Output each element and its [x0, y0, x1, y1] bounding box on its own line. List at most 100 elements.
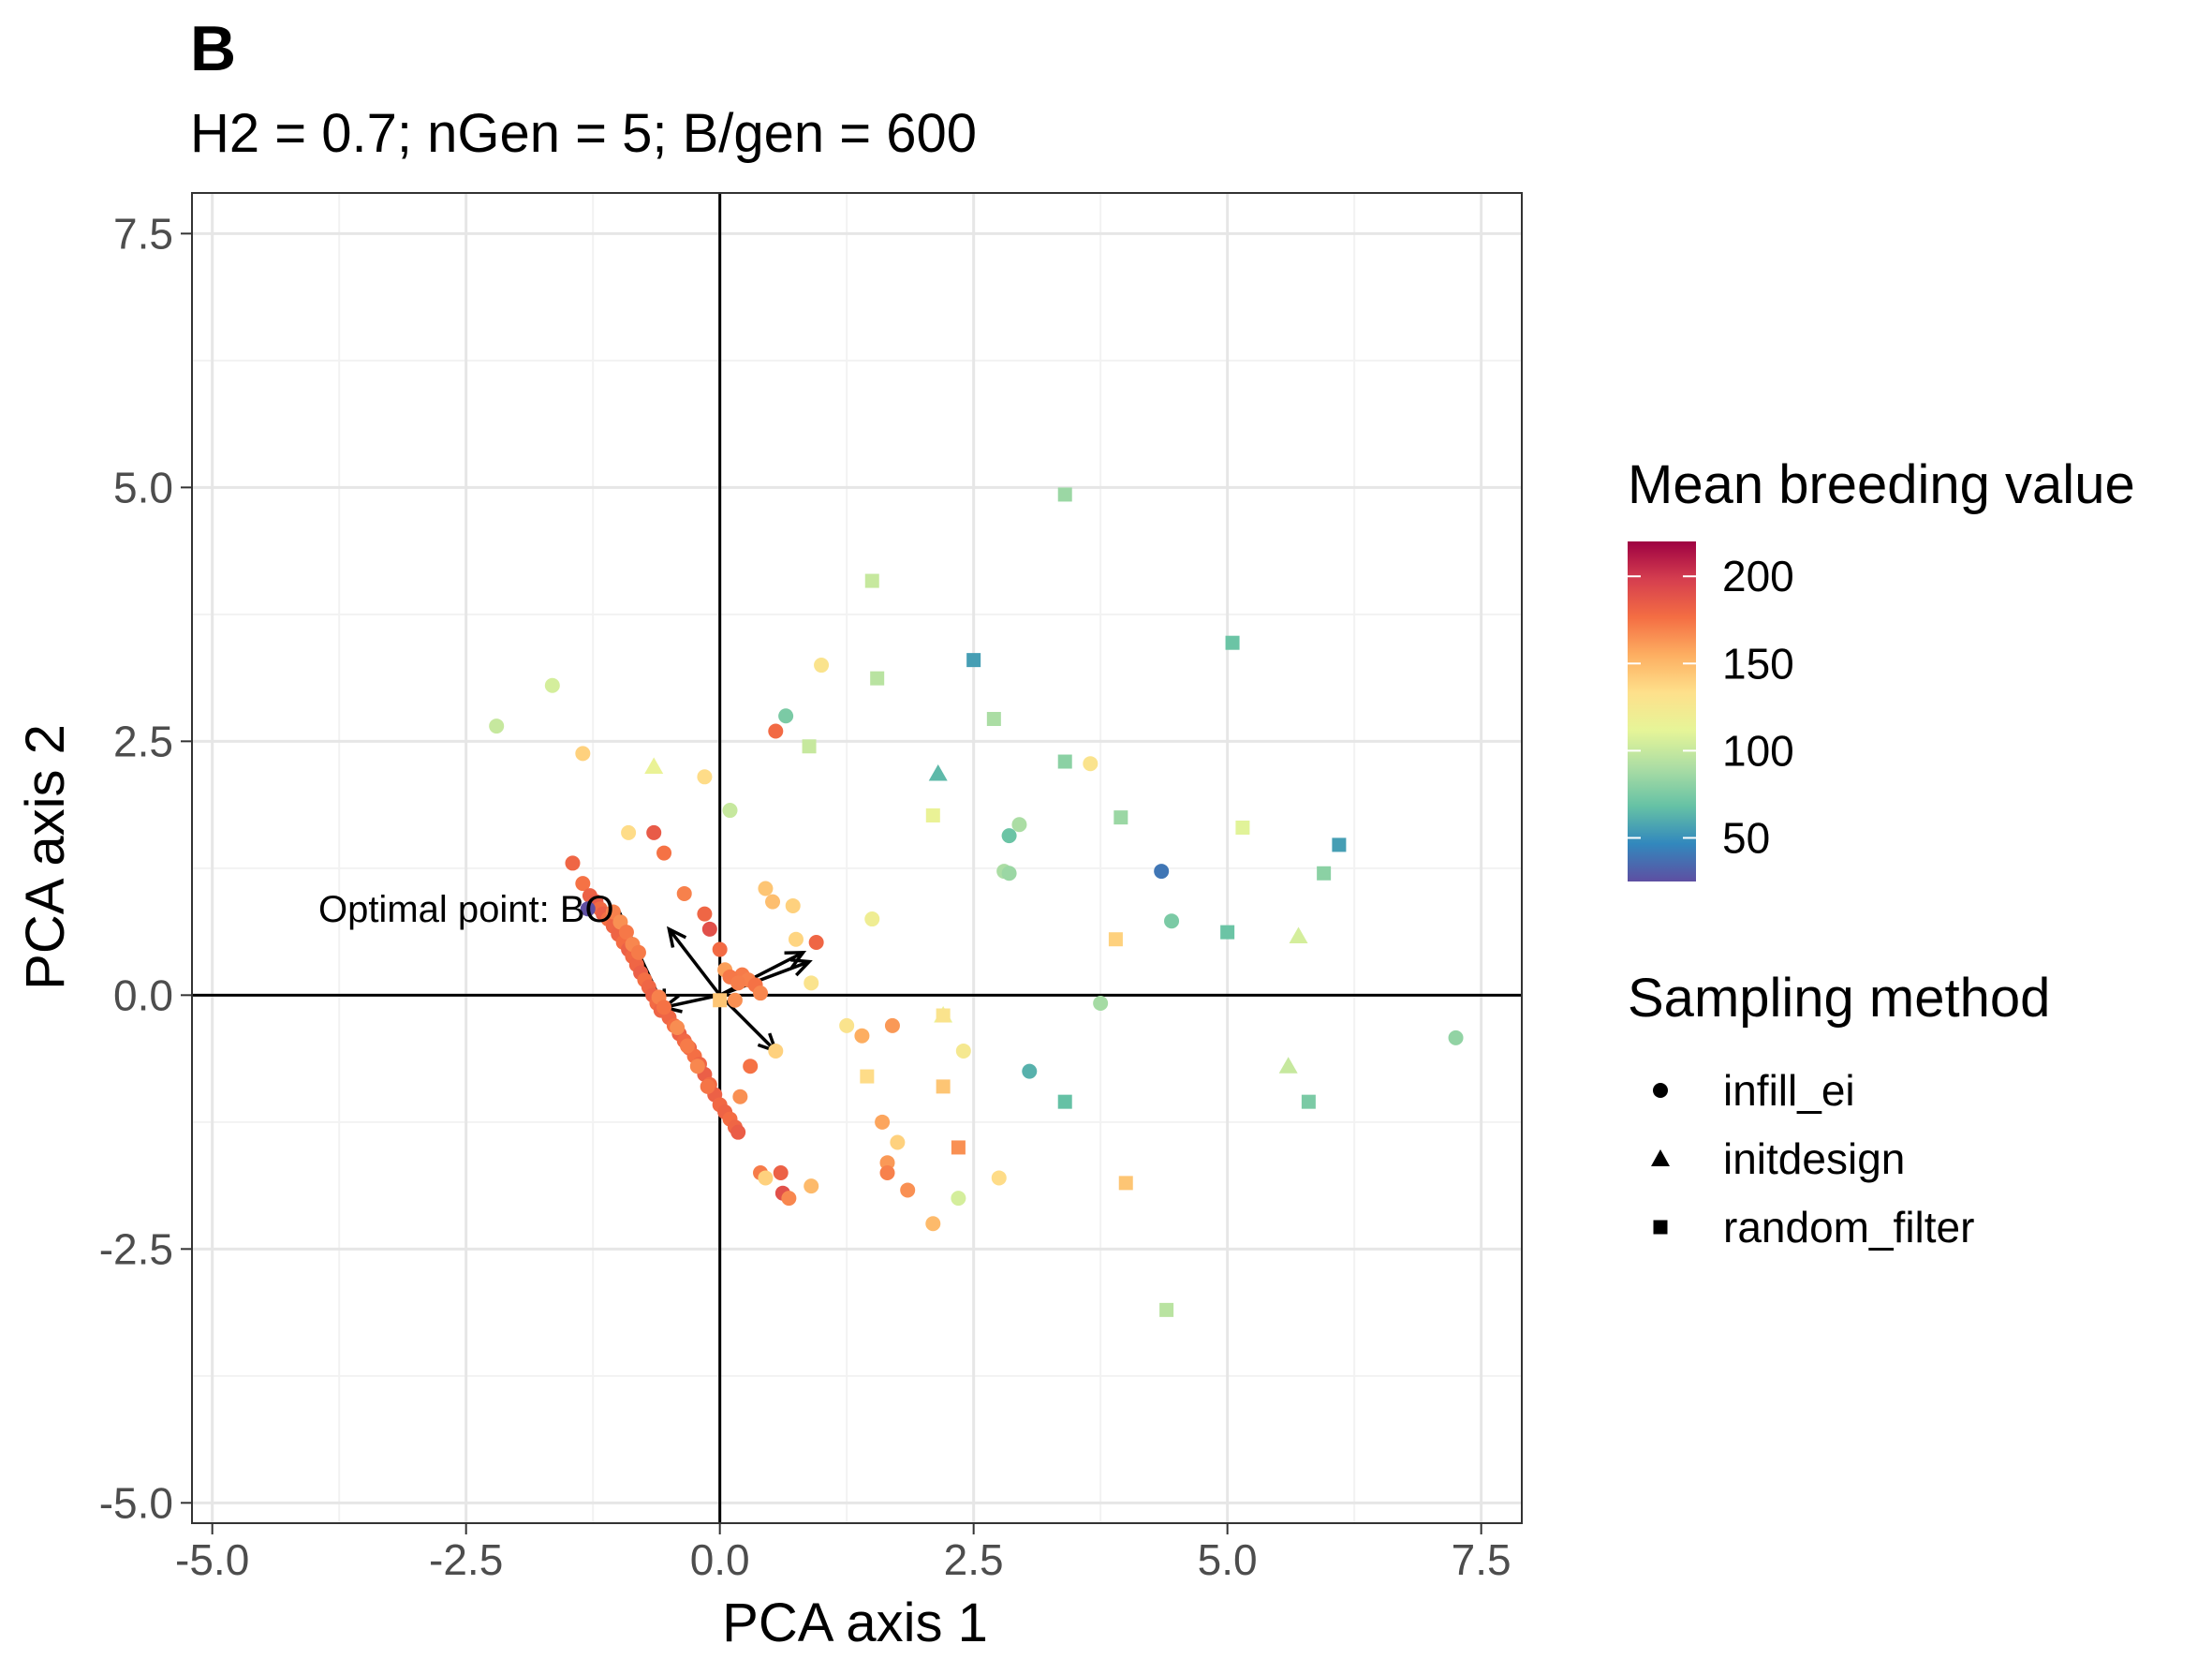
point-random-filter: [1317, 866, 1332, 881]
point-infill-ei: [730, 975, 746, 991]
point-infill-ei: [730, 1124, 746, 1140]
point-initdesign: [1289, 926, 1308, 943]
arrow: [663, 993, 721, 1010]
x-tick-label: 2.5: [944, 1535, 1004, 1584]
point-infill-ei: [804, 975, 819, 991]
point-infill-ei: [788, 931, 804, 947]
point-infill-ei: [951, 1191, 966, 1207]
x-tick-label: -2.5: [429, 1535, 503, 1584]
legend-key-square: [1653, 1220, 1668, 1235]
point-infill-ei: [884, 1017, 900, 1033]
point-infill-ei: [1164, 913, 1180, 929]
plot-area: Optimal point: BO: [191, 192, 1523, 1524]
point-random-filter: [1235, 820, 1250, 835]
point-infill-ei: [670, 1020, 686, 1036]
point-infill-ei: [991, 1170, 1007, 1186]
point-infill-ei: [773, 1165, 789, 1181]
point-infill-ei: [890, 1134, 906, 1150]
color-bar-tick-label: 200: [1722, 552, 1794, 600]
point-infill-ei: [580, 901, 596, 917]
point-random-filter: [1108, 932, 1123, 947]
legend-label: initdesign: [1723, 1134, 1905, 1183]
color-legend: Mean breeding value 200 150 100 50: [1628, 454, 2135, 881]
point-infill-ei: [712, 941, 728, 957]
plot-background: [192, 193, 1522, 1523]
point-infill-ei: [814, 658, 830, 674]
point-infill-ei: [758, 881, 774, 896]
point-infill-ei: [900, 1182, 916, 1198]
plot-border: [191, 192, 1523, 1524]
point-infill-ei: [864, 911, 880, 927]
point-random-filter: [1159, 1302, 1174, 1317]
point-random-filter: [1220, 925, 1235, 940]
shape-legend-title: Sampling method: [1628, 968, 2050, 1029]
color-bar-ticks: 200 150 100 50: [1628, 552, 1794, 862]
point-random-filter: [1332, 837, 1347, 852]
point-infill-ei: [689, 1059, 705, 1074]
point-infill-ei: [656, 845, 672, 861]
point-infill-ei: [768, 723, 784, 739]
reference-lines: [192, 193, 1522, 1523]
chart-title: H2 = 0.7; nGen = 5; B/gen = 600: [190, 103, 977, 164]
point-infill-ei: [804, 1178, 819, 1194]
color-bar-tick-label: 100: [1722, 726, 1794, 775]
point-random-filter: [713, 993, 728, 1008]
arrow-head: [667, 926, 687, 948]
point-infill-ei: [778, 708, 794, 724]
point-infill-ei: [768, 1043, 784, 1059]
point-infill-ei: [621, 824, 637, 840]
point-initdesign: [644, 757, 664, 774]
point-infill-ei: [955, 1043, 971, 1059]
point-random-filter: [802, 739, 817, 754]
point-infill-ei: [743, 1059, 759, 1074]
point-random-filter: [966, 653, 981, 668]
legend-label: random_filter: [1723, 1203, 1974, 1252]
point-infill-ei: [701, 921, 717, 937]
point-infill-ei: [656, 1000, 672, 1015]
point-infill-ei: [1011, 817, 1027, 833]
point-infill-ei: [758, 1170, 774, 1186]
color-legend-title: Mean breeding value: [1628, 454, 2135, 515]
point-infill-ei: [732, 1089, 748, 1104]
y-tick-label: 5.0: [113, 463, 173, 511]
grid-minor: [192, 193, 1522, 1523]
point-random-filter: [1113, 810, 1128, 825]
point-infill-ei: [679, 1038, 695, 1054]
point-infill-ei: [808, 934, 824, 950]
point-infill-ei: [839, 1017, 855, 1033]
point-infill-ei: [700, 1078, 715, 1094]
y-tick-label: -5.0: [99, 1478, 173, 1527]
point-initdesign: [928, 764, 948, 781]
point-infill-ei: [646, 824, 662, 840]
x-tick-label: 7.5: [1452, 1535, 1512, 1584]
point-infill-ei: [575, 876, 591, 892]
point-infill-ei: [1083, 756, 1099, 772]
point-infill-ei: [781, 1191, 797, 1207]
point-random-filter: [870, 671, 885, 686]
legend-key-triangle: [1651, 1149, 1670, 1166]
point-infill-ei: [489, 718, 505, 734]
color-bar: [1628, 541, 1696, 881]
point-random-filter: [925, 807, 940, 822]
point-infill-ei: [1154, 864, 1170, 880]
point-infill-ei: [765, 894, 781, 910]
point-random-filter: [1057, 487, 1072, 502]
point-infill-ei: [722, 803, 738, 819]
data-points: [489, 487, 1464, 1317]
legend-label: infill_ei: [1723, 1066, 1855, 1115]
point-infill-ei: [1448, 1029, 1464, 1045]
x-tick-label: 0.0: [690, 1535, 750, 1584]
point-infill-ei: [925, 1216, 941, 1232]
point-random-filter: [1301, 1094, 1316, 1109]
y-axis-label: PCA axis 2: [15, 724, 76, 990]
x-tick-label: 5.0: [1198, 1535, 1258, 1584]
point-infill-ei: [697, 769, 713, 785]
point-infill-ei: [879, 1165, 895, 1181]
y-axis: -5.0 -2.5 0.0 2.5 5.0 7.5: [99, 209, 192, 1527]
point-infill-ei: [1001, 866, 1017, 881]
arrow-head: [784, 950, 807, 969]
panel-letter: B: [190, 13, 236, 84]
point-initdesign: [1278, 1057, 1298, 1074]
point-random-filter: [936, 1079, 951, 1094]
shape-legend: Sampling method infill_ei initdesign rando…: [1628, 968, 2050, 1252]
